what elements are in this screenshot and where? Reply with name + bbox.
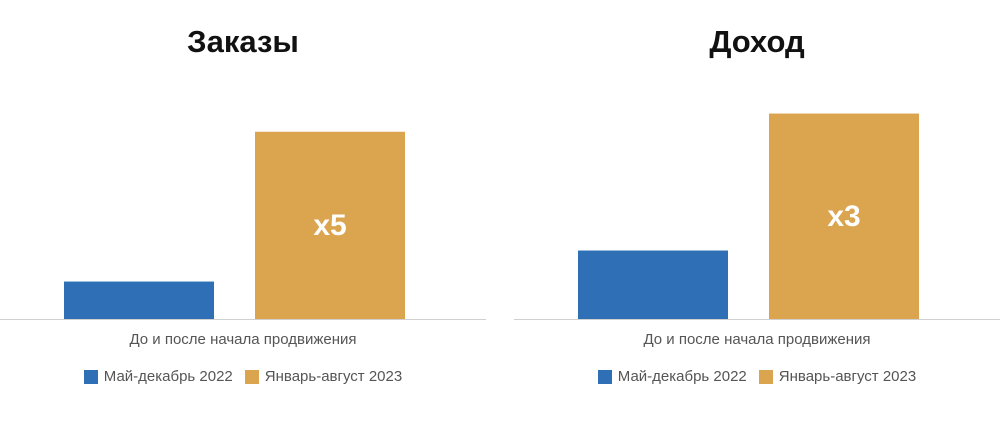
bar-jan-aug-2023 — [255, 131, 405, 319]
legend-swatch — [83, 369, 98, 384]
revenue-chart-x-axis-label: До и после начала продвижения — [643, 331, 871, 348]
legend-label: Май-декабрь 2022 — [103, 368, 233, 385]
legend-swatch — [244, 369, 259, 384]
bar-data-label: x5 — [313, 209, 346, 242]
orders-chart-panel: Заказы x5 До и после начала продвижения … — [0, 0, 486, 423]
revenue-chart-legend: Май-декабрь 2022 Январь-август 2023 — [514, 368, 1000, 385]
legend-item-jan-aug-2023: Январь-август 2023 — [758, 368, 917, 385]
orders-chart-plot: x5 — [0, 131, 486, 320]
bar-jan-aug-2023 — [769, 113, 919, 319]
legend-swatch — [758, 369, 773, 384]
legend-item-may-dec-2022: Май-декабрь 2022 — [597, 368, 747, 385]
bar-may-dec-2022 — [64, 281, 214, 319]
legend-swatch — [597, 369, 612, 384]
revenue-chart-title: Доход — [709, 24, 805, 59]
orders-chart-title: Заказы — [187, 24, 299, 59]
bar-may-dec-2022 — [578, 250, 728, 319]
bar-data-label: x3 — [827, 200, 860, 233]
legend-label: Январь-август 2023 — [264, 368, 403, 385]
legend-item-jan-aug-2023: Январь-август 2023 — [244, 368, 403, 385]
legend-label: Январь-август 2023 — [778, 368, 917, 385]
legend-label: Май-декабрь 2022 — [617, 368, 747, 385]
revenue-chart-panel: Доход x3 До и после начала продвижения М… — [514, 0, 1000, 423]
revenue-chart-plot: x3 — [514, 113, 1000, 320]
orders-chart-legend: Май-декабрь 2022 Январь-август 2023 — [0, 368, 486, 385]
legend-item-may-dec-2022: Май-декабрь 2022 — [83, 368, 233, 385]
orders-chart-x-axis-label: До и после начала продвижения — [129, 331, 357, 348]
